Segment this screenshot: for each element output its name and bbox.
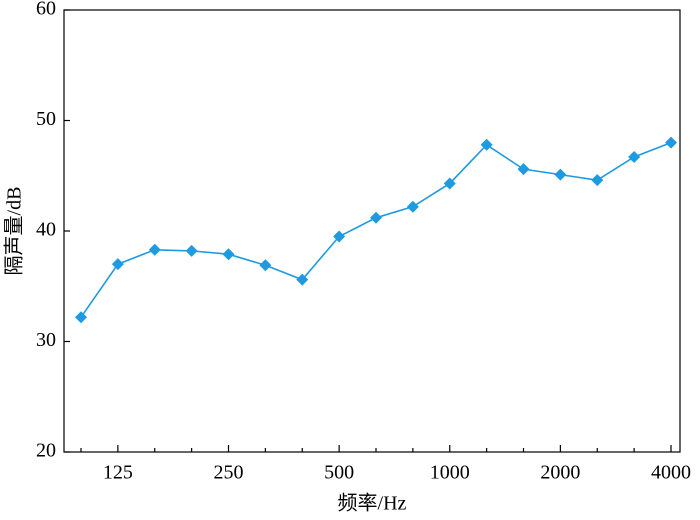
x-tick-label: 1000 <box>430 462 470 484</box>
y-tick-label: 50 <box>36 108 56 130</box>
data-point <box>259 259 272 272</box>
data-point <box>370 211 382 224</box>
data-point <box>665 136 677 149</box>
plot-frame <box>63 9 681 453</box>
data-point <box>480 138 493 151</box>
data-point <box>517 163 530 176</box>
data-line <box>80 141 672 318</box>
y-tick-label: 20 <box>36 440 56 462</box>
x-tick-label: 250 <box>214 462 244 484</box>
x-tick-label: 125 <box>103 462 133 484</box>
data-point <box>75 311 87 324</box>
x-tick-label: 4000 <box>651 462 691 484</box>
x-tick-label: 2000 <box>540 462 580 484</box>
y-axis-label: 隔声量/dB <box>3 187 26 276</box>
data-point <box>406 200 419 213</box>
x-tick-label: 500 <box>324 462 354 484</box>
data-point <box>148 243 161 256</box>
data-point <box>333 230 346 243</box>
data-point <box>443 177 456 190</box>
y-tick-label: 60 <box>36 0 56 20</box>
data-point <box>554 168 567 181</box>
y-tick-label: 30 <box>36 329 56 351</box>
data-point <box>222 248 235 261</box>
data-point <box>628 150 641 163</box>
data-point <box>296 273 309 286</box>
data-point <box>185 244 198 257</box>
data-point <box>111 258 124 271</box>
x-axis-label: 频率/Hz <box>338 492 407 515</box>
y-tick-label: 40 <box>36 219 56 241</box>
data-point <box>591 174 604 187</box>
